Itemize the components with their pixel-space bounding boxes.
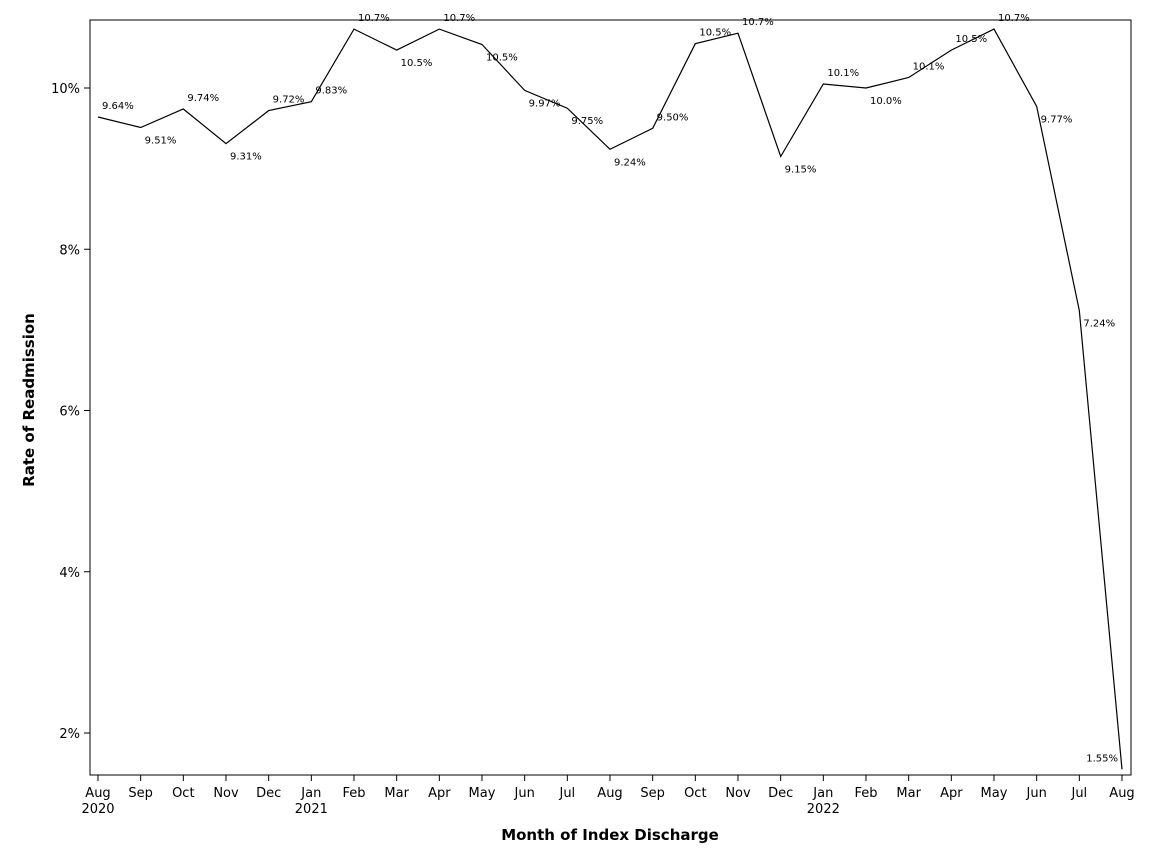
data-label: 9.50% xyxy=(657,112,689,123)
data-label: 9.77% xyxy=(1041,115,1073,126)
x-tick-label: May xyxy=(469,786,496,801)
x-tick-label: Apr xyxy=(940,786,963,801)
x-axis-title: Month of Index Discharge xyxy=(501,826,719,844)
y-tick-label: 8% xyxy=(59,243,80,258)
x-tick-label: Dec xyxy=(256,786,281,801)
x-tick-label: Jun xyxy=(1026,786,1047,801)
series-line xyxy=(97,28,1123,770)
data-label: 7.24% xyxy=(1083,319,1115,330)
x-tick-label: Nov xyxy=(213,786,239,801)
data-label: 10.5% xyxy=(486,52,518,63)
y-axis-title: Rate of Readmission xyxy=(20,313,38,487)
data-label: 10.0% xyxy=(870,96,902,107)
data-label: 9.24% xyxy=(614,157,646,168)
plot-area-frame xyxy=(89,19,1132,776)
y-axis: 2% 4% 6% 8% 10% xyxy=(51,82,90,742)
data-label: 9.97% xyxy=(529,98,561,109)
data-label: 9.51% xyxy=(145,136,177,147)
x-tick-label: Feb xyxy=(854,786,877,801)
x-tick-label: Jul xyxy=(558,786,575,801)
x-tick-label: May xyxy=(981,786,1008,801)
data-label: 9.83% xyxy=(315,86,347,97)
data-label: 9.31% xyxy=(230,152,262,163)
x-tick-label: Sep xyxy=(640,786,665,801)
series xyxy=(97,28,1123,770)
x-tick-year-label: 2021 xyxy=(295,802,328,817)
x-tick-label: Jun xyxy=(514,786,535,801)
y-tick-label: 4% xyxy=(59,566,80,581)
data-label: 10.7% xyxy=(443,13,475,24)
x-tick-label: Aug xyxy=(85,786,110,801)
data-label: 10.5% xyxy=(699,28,731,39)
x-tick-label: Jan xyxy=(812,786,833,801)
x-tick-label: Oct xyxy=(172,786,194,801)
x-tick-year-label: 2022 xyxy=(807,802,840,817)
data-label: 10.5% xyxy=(955,34,987,45)
x-tick-label: Feb xyxy=(342,786,365,801)
data-label: 10.5% xyxy=(401,58,433,69)
data-label: 9.72% xyxy=(273,95,305,106)
x-tick-label: Aug xyxy=(1109,786,1134,801)
x-tick-label: Mar xyxy=(896,786,921,801)
x-tick-label: Jan xyxy=(300,786,321,801)
data-label: 9.74% xyxy=(187,93,219,104)
x-tick-label: Sep xyxy=(128,786,153,801)
data-label: 10.7% xyxy=(742,17,774,28)
data-label: 9.15% xyxy=(785,165,817,176)
x-tick-label: Jul xyxy=(1070,786,1087,801)
x-tick-label: Apr xyxy=(428,786,451,801)
data-labels: 9.64% 9.51% 9.74% 9.31% 9.72% 9.83% 10.7% 10.5%… xyxy=(102,13,1118,764)
x-tick-label: Dec xyxy=(768,786,793,801)
x-tick-year-label: 2020 xyxy=(81,802,114,817)
data-label: 10.1% xyxy=(827,68,859,79)
y-tick-label: 6% xyxy=(59,405,80,420)
data-label: 10.7% xyxy=(358,13,390,24)
data-label: 9.75% xyxy=(571,116,603,127)
x-tick-label: Aug xyxy=(597,786,622,801)
data-label: 10.7% xyxy=(998,13,1030,24)
y-tick-label: 10% xyxy=(51,82,80,97)
x-tick-label: Nov xyxy=(725,786,751,801)
data-label: 9.64% xyxy=(102,101,134,112)
data-label: 1.55% xyxy=(1086,753,1118,764)
data-label: 10.1% xyxy=(913,62,945,73)
x-tick-label: Mar xyxy=(384,786,409,801)
x-tick-label: Oct xyxy=(684,786,706,801)
y-tick-label: 2% xyxy=(59,727,80,742)
